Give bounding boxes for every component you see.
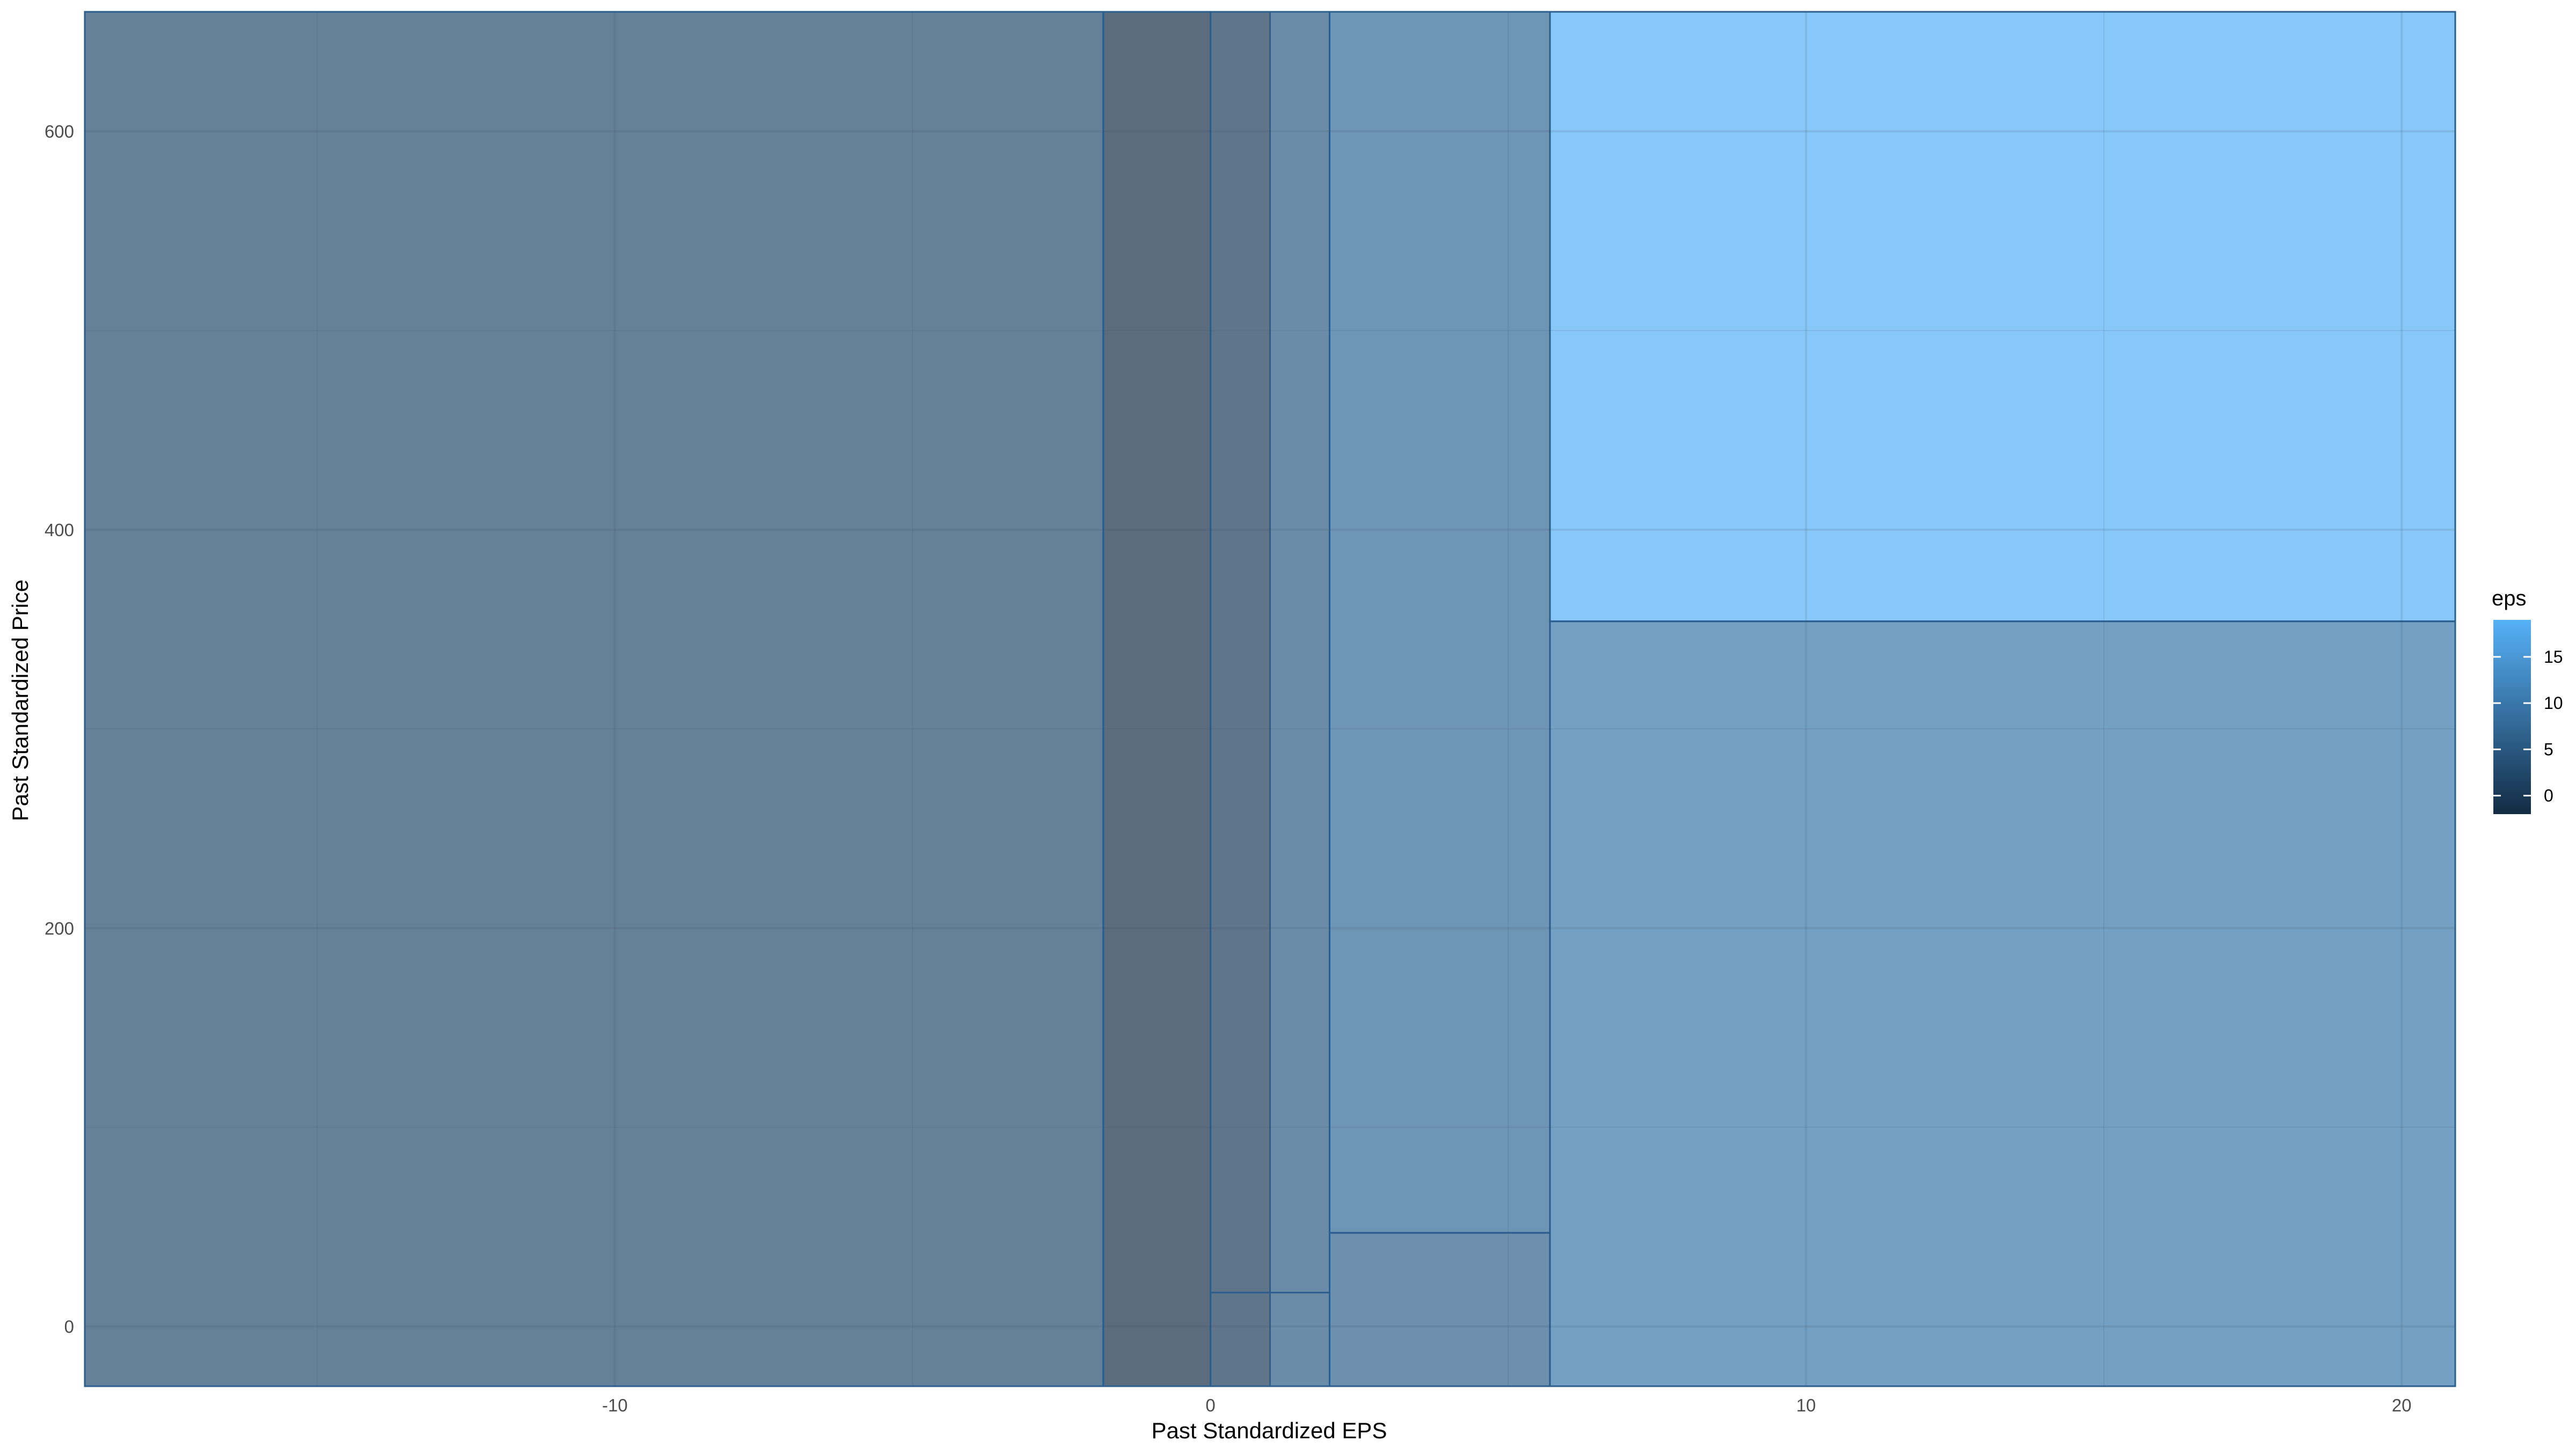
x-axis-title: Past Standardized EPS — [1152, 1418, 1387, 1443]
legend-title: eps — [2492, 587, 2527, 610]
heatmap-cell-4 — [1269, 11, 1330, 1294]
color-legend: eps 0 5 10 15 — [2492, 587, 2563, 814]
heatmap-cell-9 — [1549, 620, 2456, 1387]
y-tick-label: 400 — [45, 520, 74, 540]
legend-colorbar — [2493, 620, 2531, 814]
y-tick-label: 600 — [45, 122, 74, 142]
x-axis-ticks: -10 0 10 20 — [602, 1395, 2412, 1415]
heatmap-cell-5 — [1269, 1292, 1330, 1387]
heatmap-cell-3 — [1210, 1292, 1271, 1387]
x-tick-label: 0 — [1205, 1395, 1215, 1415]
heatmap-cell-8 — [1549, 11, 2456, 623]
legend-tick-label: 0 — [2544, 786, 2553, 806]
heatmap-cell-6 — [1328, 11, 1551, 1234]
heatmap-cell-7 — [1328, 1232, 1551, 1387]
y-tick-label: 0 — [64, 1317, 74, 1337]
y-axis-ticks: 0 200 400 600 — [45, 122, 74, 1337]
heatmap-cell-1 — [1102, 11, 1212, 1387]
x-tick-label: -10 — [602, 1395, 628, 1415]
heatmap-cells — [84, 11, 2456, 1387]
legend-tick-label: 10 — [2544, 693, 2563, 713]
y-tick-label: 200 — [45, 918, 74, 938]
grid-lines — [85, 12, 2455, 1386]
x-tick-label: 20 — [2392, 1395, 2412, 1415]
legend-tick-label: 15 — [2544, 647, 2563, 667]
legend-ticks: 0 5 10 15 — [2493, 647, 2563, 806]
heatmap-cell-0 — [84, 11, 1104, 1387]
y-axis-title: Past Standardized Price — [8, 580, 33, 822]
x-tick-label: 10 — [1796, 1395, 1816, 1415]
heatmap-cell-2 — [1210, 11, 1271, 1294]
legend-tick-label: 5 — [2544, 740, 2553, 759]
